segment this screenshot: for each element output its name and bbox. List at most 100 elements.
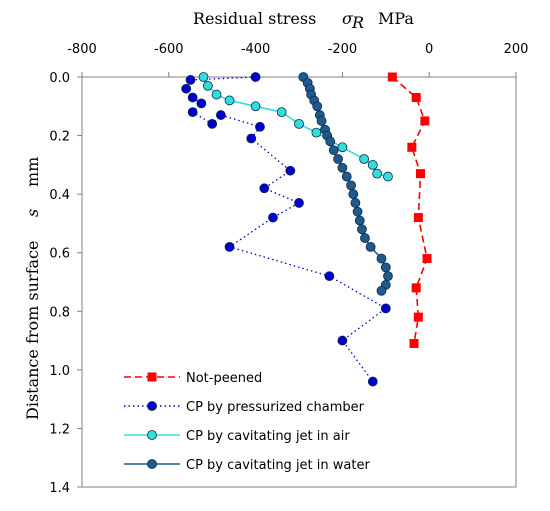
data-point [422, 254, 432, 264]
data-point [250, 72, 261, 82]
data-point [337, 142, 348, 153]
data-point [250, 101, 261, 112]
data-point [224, 241, 235, 252]
y-tick-label: 0.8 [49, 305, 70, 320]
data-point [215, 110, 226, 120]
data-point [294, 118, 304, 129]
data-point [311, 127, 322, 138]
x-axis-ticks: -800 -600 -400 -200 0 200 [67, 42, 528, 77]
data-point [187, 107, 198, 118]
legend-item-cp-by-cavitating-jet-in-water: CP by cavitating jet in water [124, 458, 370, 473]
data-point [294, 198, 304, 208]
data-point [259, 183, 270, 194]
data-point [359, 154, 370, 164]
data-point [383, 271, 393, 282]
data-point [357, 224, 367, 235]
data-point [341, 171, 352, 182]
data-point [380, 262, 391, 273]
data-point [333, 154, 343, 164]
data-point [372, 168, 383, 179]
legend-label: CP by cavitating jet in air [186, 429, 350, 444]
data-point [181, 83, 192, 94]
data-point [365, 241, 376, 252]
data-point [346, 180, 356, 191]
data-point [255, 121, 265, 132]
legend-marker [147, 459, 157, 469]
x-tick-label: 0 [425, 42, 433, 57]
data-point [387, 72, 397, 82]
data-point [196, 98, 207, 109]
series-not-peened [387, 72, 432, 348]
y-tick-label: 1.2 [49, 422, 70, 437]
y-tick-label: 0.0 [49, 71, 70, 86]
data-point [411, 283, 421, 293]
data-point [348, 189, 359, 200]
data-point [413, 213, 423, 223]
data-point [337, 335, 348, 346]
x-tick-label: -400 [241, 42, 271, 57]
data-point [352, 206, 363, 217]
legend: Not-peened CP by pressurized chamber CP by… [124, 371, 370, 473]
data-point [376, 285, 387, 296]
legend-marker [147, 372, 157, 382]
y-tick-label: 0.4 [49, 188, 70, 203]
legend-label: Not-peened [186, 371, 262, 386]
data-point [367, 376, 378, 387]
y-tick-label: 1.4 [49, 481, 70, 496]
legend-marker [147, 430, 157, 440]
y-tick-label: 0.2 [49, 130, 70, 145]
y-axis-title-text: Distance from surface [23, 241, 42, 420]
data-point [409, 339, 419, 348]
data-point [407, 142, 417, 152]
data-point [328, 145, 339, 156]
data-point [224, 95, 235, 106]
data-point [337, 162, 348, 173]
data-point [202, 80, 213, 91]
x-axis-title-text: Residual stress [193, 9, 316, 28]
series-layer [181, 72, 432, 387]
legend-item-cp-by-cavitating-jet-in-air: CP by cavitating jet in air [124, 429, 350, 444]
series-cp-by-pressurized-chamber [181, 72, 391, 387]
data-point [380, 303, 391, 314]
x-tick-label: 200 [504, 42, 529, 57]
data-point [276, 107, 287, 118]
data-point [268, 212, 278, 223]
y-axis-ticks: 0.0 0.2 0.4 0.6 0.8 1.0 1.2 1.4 [49, 71, 82, 496]
series-cp-by-cavitating-jet-in-air [198, 72, 393, 182]
data-point [420, 116, 430, 126]
data-point [324, 271, 335, 282]
data-point [411, 93, 421, 102]
x-axis-title: Residual stress σ R MPa [193, 9, 414, 32]
plot-frame [81, 76, 517, 488]
data-point [360, 233, 370, 243]
data-point [316, 116, 327, 126]
legend-item-not-peened: Not-peened [124, 371, 262, 386]
data-point [416, 169, 426, 179]
data-point [413, 312, 423, 322]
series-line [391, 76, 428, 344]
data-point [376, 253, 387, 264]
data-point [367, 159, 378, 170]
legend-label: CP by cavitating jet in water [186, 458, 370, 473]
y-axis-unit: mm [23, 157, 42, 187]
y-tick-label: 0.6 [49, 247, 70, 262]
x-tick-label: -800 [67, 42, 97, 57]
y-axis-symbol: s [23, 209, 42, 217]
legend-item-cp-by-pressurized-chamber: CP by pressurized chamber [124, 400, 365, 415]
data-point [185, 75, 196, 85]
legend-marker [147, 401, 157, 411]
data-point [187, 92, 198, 103]
y-tick-label: 1.0 [49, 364, 70, 379]
data-point [383, 171, 393, 182]
y-axis-title: Distance from surface s mm [23, 157, 42, 420]
x-axis-symbol: σ [342, 9, 354, 28]
x-axis-unit: MPa [378, 9, 414, 28]
data-point [312, 101, 323, 112]
x-tick-label: -600 [154, 42, 184, 57]
data-point [198, 72, 209, 82]
x-tick-label: -200 [328, 42, 358, 57]
data-point [325, 136, 336, 147]
data-point [246, 133, 257, 144]
data-point [350, 198, 361, 208]
